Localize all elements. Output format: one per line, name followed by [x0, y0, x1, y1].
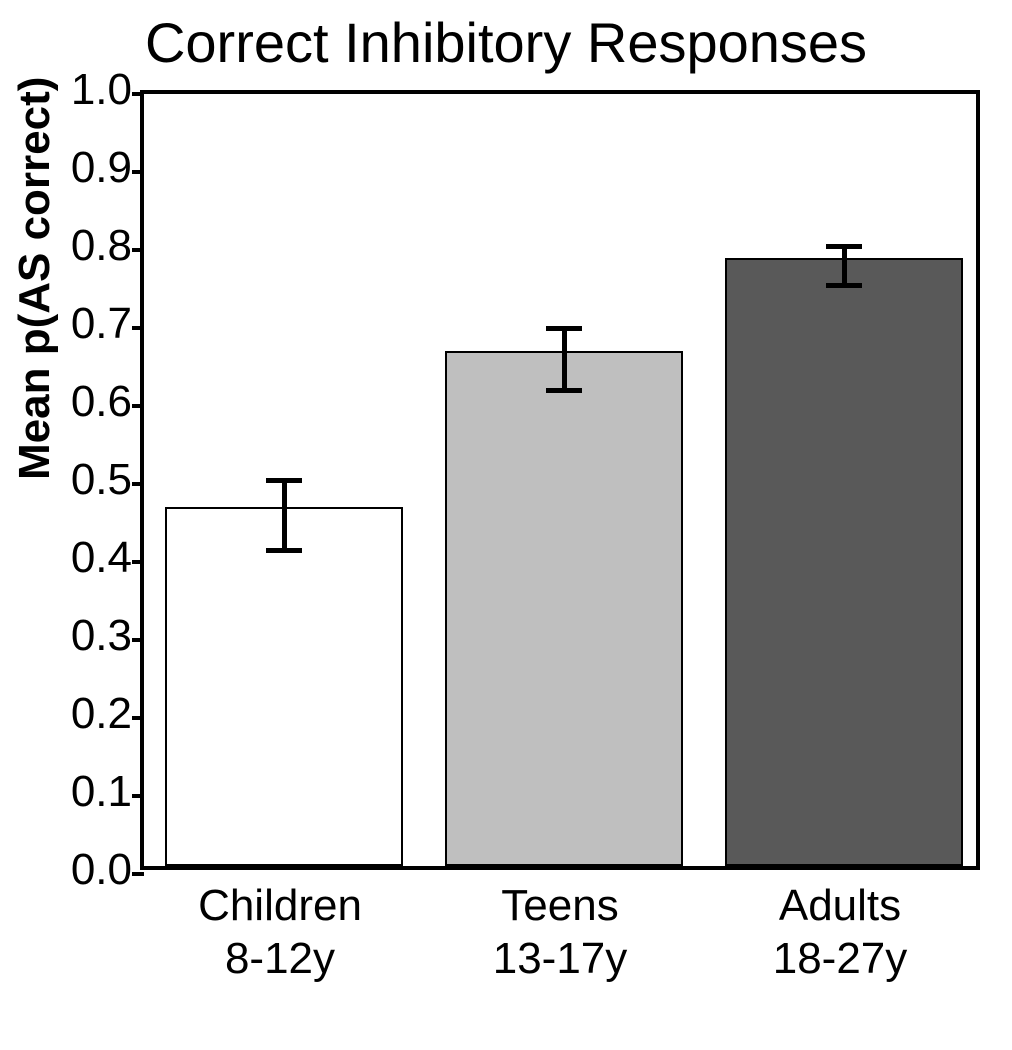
y-tick-label: 0.2 — [52, 689, 132, 739]
y-tick-label: 0.6 — [52, 377, 132, 427]
y-tick-mark — [132, 716, 144, 720]
y-tick-mark — [132, 482, 144, 486]
x-tick-line2: 18-27y — [720, 933, 960, 986]
y-tick-label: 0.0 — [52, 845, 132, 895]
x-tick-line1: Children — [160, 880, 400, 933]
y-tick-label: 0.9 — [52, 143, 132, 193]
error-cap-bottom — [266, 548, 302, 553]
error-cap-bottom — [826, 283, 862, 288]
error-cap-top — [826, 244, 862, 249]
plot-area — [140, 90, 980, 870]
error-bar — [562, 328, 567, 390]
bar — [725, 258, 963, 866]
y-tick-label: 0.1 — [52, 767, 132, 817]
error-cap-top — [546, 326, 582, 331]
y-tick-label: 1.0 — [52, 65, 132, 115]
y-tick-mark — [132, 170, 144, 174]
x-tick-line1: Teens — [440, 880, 680, 933]
y-tick-mark — [132, 92, 144, 96]
error-cap-bottom — [546, 388, 582, 393]
x-tick-label: Teens13-17y — [440, 880, 680, 986]
y-tick-label: 0.8 — [52, 221, 132, 271]
x-tick-line2: 13-17y — [440, 933, 680, 986]
error-bar — [282, 480, 287, 550]
y-tick-label: 0.3 — [52, 611, 132, 661]
y-tick-mark — [132, 404, 144, 408]
x-tick-label: Adults18-27y — [720, 880, 960, 986]
chart-title: Correct Inhibitory Responses — [0, 10, 1012, 75]
y-tick-mark — [132, 326, 144, 330]
y-tick-mark — [132, 248, 144, 252]
y-tick-mark — [132, 872, 144, 876]
x-tick-line2: 8-12y — [160, 933, 400, 986]
x-tick-line1: Adults — [720, 880, 960, 933]
bar — [165, 507, 403, 866]
y-tick-mark — [132, 638, 144, 642]
error-bar — [842, 246, 847, 285]
bar — [445, 351, 683, 866]
y-tick-label: 0.7 — [52, 299, 132, 349]
y-tick-label: 0.5 — [52, 455, 132, 505]
chart-container: Correct Inhibitory Responses Mean p(AS c… — [0, 0, 1012, 1050]
y-tick-mark — [132, 560, 144, 564]
error-cap-top — [266, 478, 302, 483]
y-tick-mark — [132, 794, 144, 798]
y-tick-label: 0.4 — [52, 533, 132, 583]
x-tick-label: Children8-12y — [160, 880, 400, 986]
